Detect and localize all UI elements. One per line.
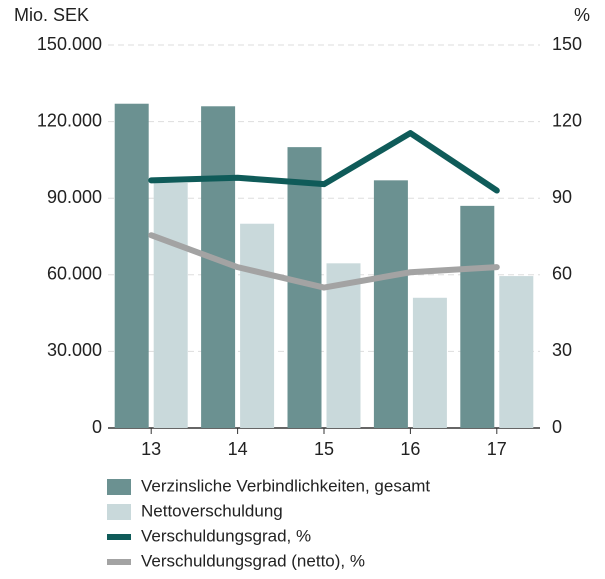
x-tick-label: 17	[487, 439, 507, 459]
y-tick-label: 120.000	[37, 110, 102, 130]
y-tick-label: 60.000	[47, 264, 102, 284]
x-tick-label: 13	[141, 439, 161, 459]
x-tick-label: 15	[314, 439, 334, 459]
legend-label: Verschuldungsgrad, %	[141, 526, 311, 545]
y2-tick-label: 0	[552, 417, 562, 437]
line	[148, 232, 500, 291]
y-tick-label: 0	[92, 417, 102, 437]
bar	[373, 180, 408, 428]
legend-label: Verzinsliche Verbindlichkeiten, gesamt	[141, 476, 430, 495]
y-axis-label: Mio. SEK	[14, 5, 89, 25]
y-tick-label: 30.000	[47, 340, 102, 360]
y2-tick-label: 150	[552, 34, 582, 54]
y-tick-label: 90.000	[47, 187, 102, 207]
legend-swatch	[107, 504, 131, 520]
bar	[326, 263, 361, 428]
line	[148, 130, 500, 194]
bar	[460, 205, 495, 428]
y-tick-label: 150.000	[37, 34, 102, 54]
bar	[153, 182, 188, 428]
y2-tick-label: 120	[552, 110, 582, 130]
x-tick-label: 16	[400, 439, 420, 459]
y2-tick-label: 30	[552, 340, 572, 360]
y2-axis-label: %	[574, 5, 590, 25]
legend-swatch	[107, 479, 131, 495]
y2-tick-label: 90	[552, 187, 572, 207]
bar	[412, 297, 447, 428]
bar	[240, 223, 275, 428]
y2-tick-label: 60	[552, 264, 572, 284]
bar	[114, 103, 149, 428]
legend-label: Nettoverschuldung	[141, 501, 283, 520]
x-tick-label: 14	[228, 439, 248, 459]
legend-label: Verschuldungsgrad (netto), %	[141, 551, 365, 570]
bar	[499, 276, 534, 428]
